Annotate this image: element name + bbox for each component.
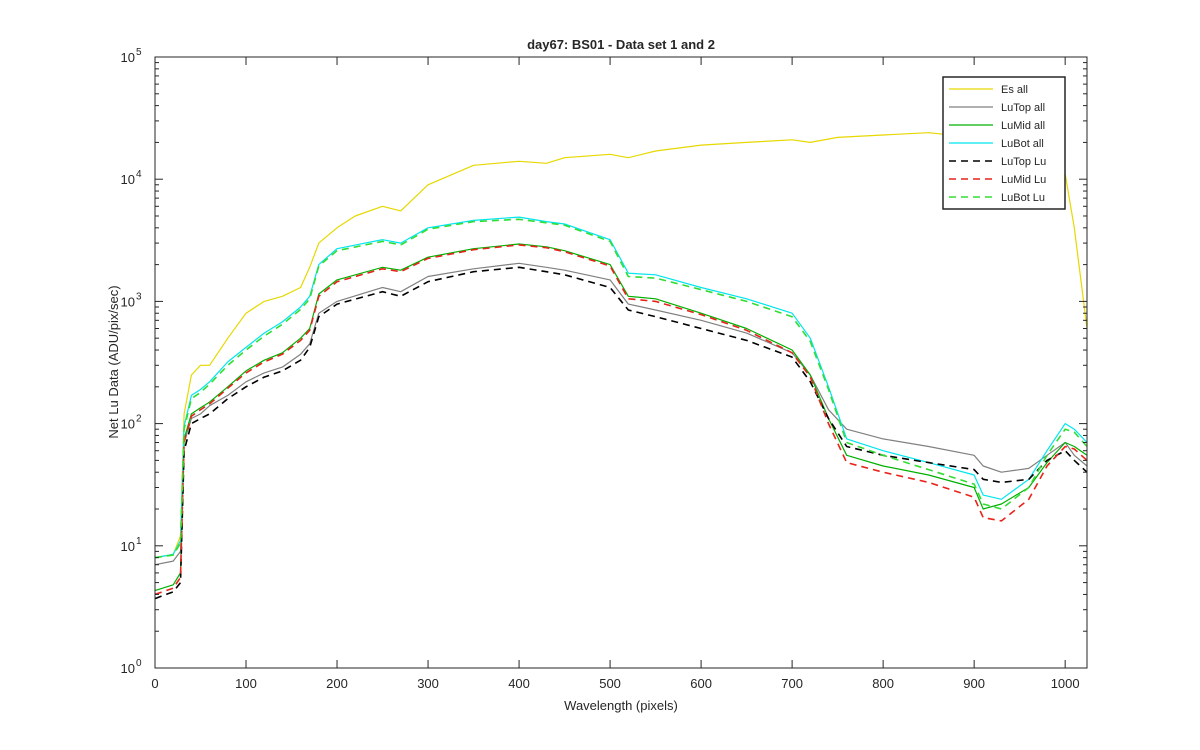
y-tick-exponent: 4 (136, 169, 142, 180)
chart-title: day67: BS01 - Data set 1 and 2 (527, 37, 715, 52)
x-axis-label: Wavelength (pixels) (564, 698, 678, 713)
legend-label: LuMid Lu (1001, 174, 1046, 186)
x-tick-label: 800 (872, 676, 894, 691)
legend-label: LuTop all (1001, 102, 1045, 114)
y-tick-exponent: 3 (136, 291, 142, 302)
legend-label: LuMid all (1001, 120, 1045, 132)
plot-frame (154, 56, 1088, 669)
legend-label: LuBot Lu (1001, 192, 1045, 204)
y-tick-exponent: 5 (136, 47, 142, 58)
x-tick-label: 500 (599, 676, 621, 691)
x-tick-label: 400 (508, 676, 530, 691)
y-tick-label: 10 (121, 539, 135, 554)
x-tick-label: 1000 (1051, 676, 1080, 691)
y-tick-label: 10 (121, 50, 135, 65)
series-line-3 (154, 243, 1088, 592)
legend: Es all LuTop all LuMid all LuBot all LuTop L… (942, 76, 1066, 210)
x-tick-label: 600 (690, 676, 712, 691)
series-line-6 (154, 244, 1088, 596)
y-tick-exponent: 0 (136, 658, 142, 669)
x-tick-label: 100 (235, 676, 257, 691)
y-tick-label: 10 (121, 172, 135, 187)
y-tick-exponent: 2 (136, 414, 142, 425)
series-line-2 (154, 262, 1088, 566)
x-tick-label: 700 (781, 676, 803, 691)
legend-label: LuTop Lu (1001, 156, 1046, 168)
series-line-4 (154, 216, 1088, 559)
legend-label: LuBot all (1001, 138, 1044, 150)
y-axis-label: Net Lu Data (ADU/pix/sec) (106, 285, 121, 438)
series-layer (154, 132, 1088, 600)
x-axis: 0 100 200 300 400 500 600 700 800 900 1000 (151, 57, 1080, 691)
series-line-5 (154, 266, 1088, 600)
y-tick-exponent: 1 (136, 536, 142, 547)
x-tick-label: 200 (326, 676, 348, 691)
plot-area (155, 57, 1087, 668)
x-tick-label: 300 (417, 676, 439, 691)
series-line-1 (154, 132, 1088, 559)
y-tick-label: 10 (121, 417, 135, 432)
x-tick-label: 0 (151, 676, 158, 691)
y-tick-label: 10 (121, 294, 135, 309)
series-line-7 (154, 218, 1088, 559)
y-tick-label: 10 (121, 661, 135, 676)
x-tick-label: 900 (963, 676, 985, 691)
legend-label: Es all (1001, 84, 1028, 96)
